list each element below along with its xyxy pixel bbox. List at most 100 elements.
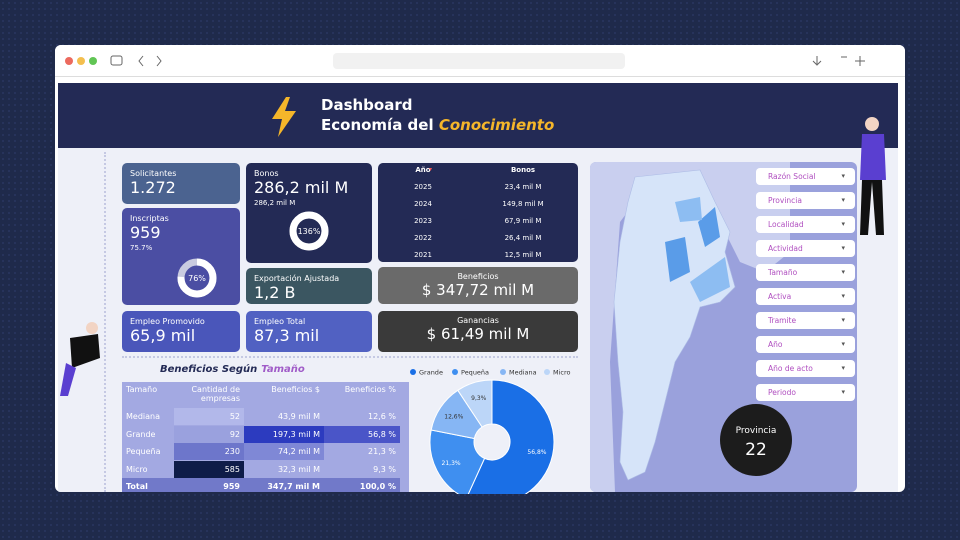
filter-dropdown[interactable]: Provincia — [756, 192, 855, 209]
bonos-table: Año Bonos ▾ 2025 23,4 mil M 2024 149,8 mil M 20… — [378, 163, 578, 262]
legend-label: Mediana — [509, 369, 537, 377]
table-cell: 23,4 mil M — [504, 183, 542, 191]
table-cell: 149,8 mil M — [502, 200, 544, 208]
table-cell: 12,5 mil M — [504, 251, 542, 259]
table-cell: 585 — [174, 460, 244, 478]
table-cell: 26,4 mil M — [504, 234, 542, 242]
table-cell: 2021 — [414, 251, 432, 259]
table-header: Beneficios $ — [271, 385, 320, 394]
table-cell: 9,3 % — [373, 464, 396, 474]
table-cell: 52 — [174, 408, 244, 425]
kpi-value: 1,2 B — [254, 283, 296, 302]
legs — [60, 363, 76, 396]
pie-slice — [457, 379, 493, 428]
subtitle: Economía del — [321, 116, 434, 134]
legend-label: Micro — [553, 369, 571, 377]
province-badge: Provincia 22 — [720, 404, 792, 476]
pie-label: 56,8% — [527, 449, 546, 456]
title: Dashboard — [321, 96, 413, 114]
legend-swatch — [544, 369, 550, 375]
kpi-label: Beneficios — [457, 272, 499, 281]
subtitle-highlight: Conocimiento — [438, 116, 555, 134]
filter-dropdown[interactable]: Actividad — [756, 240, 855, 257]
kpi-value: $ 347,72 mil M — [421, 281, 535, 299]
illustration — [860, 117, 886, 235]
kpi-card: Inscriptas 959 75.7% 76% — [122, 208, 240, 305]
filter-dropdown[interactable]: Tramite — [756, 312, 855, 329]
sidebar-button[interactable] — [110, 55, 123, 66]
table-cell: 74,2 mil M — [244, 443, 324, 460]
header: Dashboard Economía del Conocimiento — [58, 83, 898, 148]
ring-arc — [177, 258, 217, 298]
table-header: Año — [415, 166, 431, 174]
filter-dropdown[interactable]: Localidad — [756, 216, 855, 233]
filter-dropdown[interactable]: Razón Social — [756, 168, 855, 185]
logo-bolt — [272, 97, 296, 137]
kpi-label: Exportación Ajustada — [254, 274, 340, 283]
table-header: Bonos — [510, 166, 536, 174]
kpi-label: Ganancias — [457, 316, 499, 325]
table-cell: 100,0 % — [324, 478, 400, 492]
kpi-value: 1.272 — [130, 178, 176, 197]
table-cell: Total — [122, 478, 174, 492]
table-cell: 2023 — [414, 217, 432, 225]
ring-arc — [289, 211, 329, 251]
province-highlight — [665, 207, 720, 282]
section-title-highlight: Tamaño — [261, 364, 305, 375]
table-cell: Micro — [126, 464, 148, 474]
body — [860, 134, 886, 180]
filter-dropdown[interactable]: Periodo — [756, 384, 855, 401]
toolbar — [55, 45, 905, 77]
address-bar[interactable] — [333, 53, 625, 69]
table-cell: Pequeña — [126, 447, 161, 456]
content: Solicitantes 1.272 Inscriptas 959 75.7% 76% Em… — [0, 0, 960, 492]
kpi-label: Solicitantes — [130, 169, 177, 178]
table-cell: 959 — [174, 478, 244, 492]
argentina — [613, 169, 736, 481]
zoom-button[interactable] — [89, 57, 97, 65]
filter-dropdown[interactable]: Activa — [756, 288, 855, 305]
table-cell: 2024 — [414, 200, 432, 208]
kpi-label: Inscriptas — [130, 214, 169, 223]
close-button[interactable] — [65, 57, 73, 65]
table-cell: 2022 — [414, 234, 432, 242]
kpi-label: Empleo Total — [254, 317, 306, 326]
table-cell: 2025 — [414, 183, 432, 191]
pie-label: 21,3% — [442, 460, 461, 467]
section-title-text: Beneficios Según — [160, 364, 258, 375]
ring-label: 76% — [188, 274, 206, 283]
kpi-value: 959 — [130, 223, 161, 242]
pie-slice — [467, 379, 555, 494]
minimize-button[interactable] — [77, 57, 85, 65]
map — [590, 162, 790, 492]
filter-dropdown[interactable]: Tamaño — [756, 264, 855, 281]
kpi-value: 286,2 mil M — [254, 178, 349, 197]
table-cell: Grande — [126, 429, 156, 439]
filter-dropdown[interactable]: Año de acto — [756, 360, 855, 377]
body — [70, 334, 100, 368]
pie-chart: Grande Pequeña Mediana Micro 56,8% 21,3% 12,6%… — [410, 369, 571, 494]
filter-dropdown[interactable]: Año — [756, 336, 855, 353]
illustration — [60, 322, 100, 396]
table-cell: 56,8 % — [324, 425, 400, 443]
table-header: Tamaño — [126, 385, 158, 394]
badge-value: 22 — [745, 440, 767, 460]
legend-swatch — [452, 369, 458, 375]
kpi-value: $ 61,49 mil M — [426, 325, 530, 343]
sort-icon: ▾ — [429, 166, 433, 173]
kpi-sub: 75.7% — [130, 244, 153, 252]
badge-label: Provincia — [735, 426, 777, 436]
table-cell: 92 — [174, 425, 244, 443]
table-cell: 347,7 mil M — [244, 478, 324, 492]
toolbar-actions[interactable] — [812, 56, 865, 66]
nav-buttons[interactable] — [138, 55, 162, 67]
table-cell: 67,9 mil M — [504, 217, 542, 225]
legs — [860, 180, 884, 235]
ring: 76% — [177, 258, 217, 298]
section-title: Beneficios Según Tamaño — [160, 364, 305, 375]
head — [865, 117, 879, 131]
kpi-label: Bonos — [254, 169, 279, 178]
table-cell: 197,3 mil M — [244, 425, 324, 443]
size-table: Tamaño Cantidad de empresas Beneficios $ Be… — [122, 382, 409, 492]
